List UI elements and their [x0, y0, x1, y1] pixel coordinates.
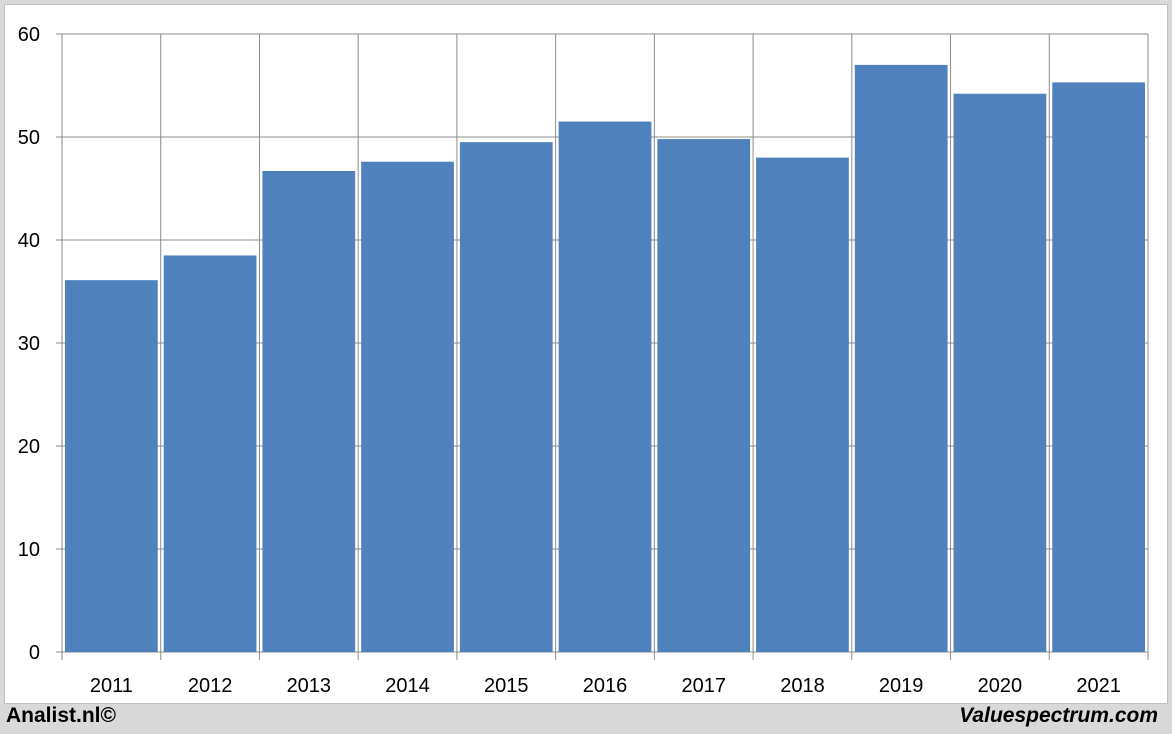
x-tick-label: 2011 — [90, 675, 133, 697]
x-tick-label: 2013 — [287, 675, 332, 697]
x-tick-label: 2014 — [385, 675, 430, 697]
bar-2020 — [953, 93, 1047, 653]
y-tick-label: 10 — [18, 539, 40, 561]
y-tick-label: 60 — [18, 24, 40, 46]
y-tick-label: 40 — [18, 230, 40, 252]
x-tick-label: 2019 — [879, 675, 924, 697]
x-tick-label: 2012 — [188, 675, 233, 697]
x-tick-label: 2015 — [484, 675, 529, 697]
bar-2015 — [459, 142, 553, 652]
bar-2017 — [657, 139, 751, 652]
x-tick-label: 2016 — [583, 675, 628, 697]
bar-2021 — [1052, 82, 1145, 652]
bar-2012 — [163, 255, 257, 652]
bar-2019 — [854, 64, 948, 652]
bar-2018 — [756, 157, 849, 652]
bar-2013 — [262, 170, 356, 653]
y-tick-label: 30 — [18, 333, 40, 355]
x-tick-label: 2018 — [780, 675, 825, 697]
footer-left-credit: Analist.nl© — [6, 704, 116, 727]
bar-2011 — [65, 280, 158, 652]
y-tick-label: 50 — [18, 127, 40, 149]
bar-2016 — [558, 121, 652, 653]
x-tick-label: 2021 — [1076, 675, 1121, 697]
x-tick-label: 2020 — [978, 675, 1023, 697]
y-tick-label: 20 — [18, 436, 40, 458]
footer-right-credit: Valuespectrum.com — [959, 704, 1158, 727]
y-tick-label: 0 — [29, 642, 40, 664]
bar-2014 — [361, 161, 454, 652]
x-tick-label: 2017 — [681, 675, 726, 697]
